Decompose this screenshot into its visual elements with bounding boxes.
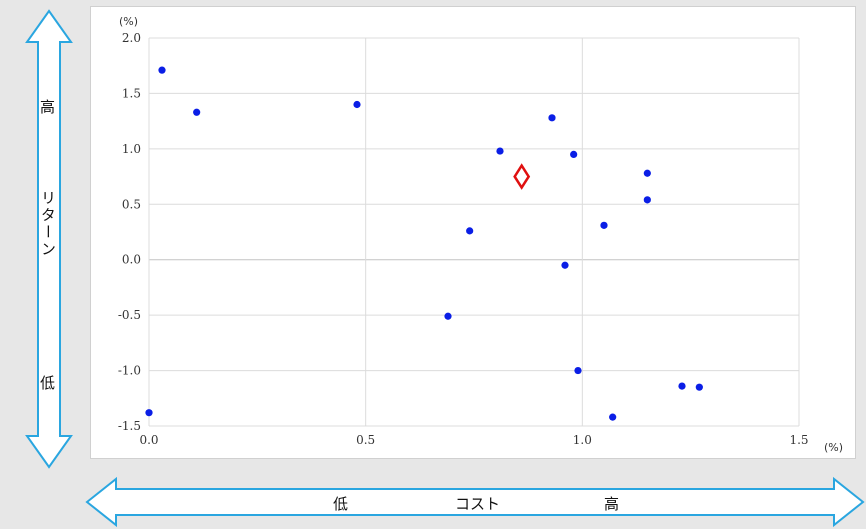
data-point [643,196,651,204]
plot-card: 2.0 1.5 1.0 0.5 0.0 -0.5 -1.0 -1.5 0.0 0.5 1.0 1.5(… [90,6,856,459]
y-tick-label: 2.0 [122,31,141,45]
data-point [695,383,703,391]
data-point [600,221,608,229]
data-point [496,147,504,155]
y-tick-label: -1.0 [118,364,141,378]
scatter-chart: 2.01.51.00.50.0-0.5-1.0-1.50.0 0.5 1.0 1.5(… [118,15,843,454]
data-point [193,108,201,116]
y-tick-label: 1.0 [122,142,141,156]
data-point [609,413,617,421]
x-unit-label: (%) [824,441,843,454]
cost-high-label: 高 [604,495,620,513]
data-point [643,169,651,177]
x-tick-label: 0.0 [139,433,158,447]
x-tick-label: 1.5 [789,433,808,447]
y-tick-label: 1.5 [122,86,141,100]
return-title-label: リターン [39,190,57,258]
data-point [353,100,361,109]
cost-arrow-shape [85,476,865,528]
y-unit-label: (%) [119,15,138,28]
highlight-point [513,163,531,190]
data-point [678,382,686,390]
y-tick-label: -0.5 [118,308,141,322]
cost-title-label: コスト [455,495,501,513]
x-tick-label: 0.5 [356,433,375,447]
data-point [444,312,452,320]
return-low-label: 低 [40,374,56,392]
data-point [574,366,582,375]
y-tick-label: 0.0 [122,253,141,267]
data-point [145,409,153,417]
y-tick-label: 0.5 [122,197,141,211]
return-arrow-shape [25,9,73,469]
cost-low-label: 低 [333,495,349,513]
data-point [466,227,474,235]
data-point [561,261,569,269]
return-high-label: 高 [40,98,56,116]
return-arrow [25,9,73,469]
cost-arrow [85,476,865,528]
x-tick-label: 1.0 [573,433,592,447]
data-point [548,114,556,122]
data-point [158,66,166,74]
y-tick-label: -1.5 [118,419,141,433]
data-point [570,150,578,158]
